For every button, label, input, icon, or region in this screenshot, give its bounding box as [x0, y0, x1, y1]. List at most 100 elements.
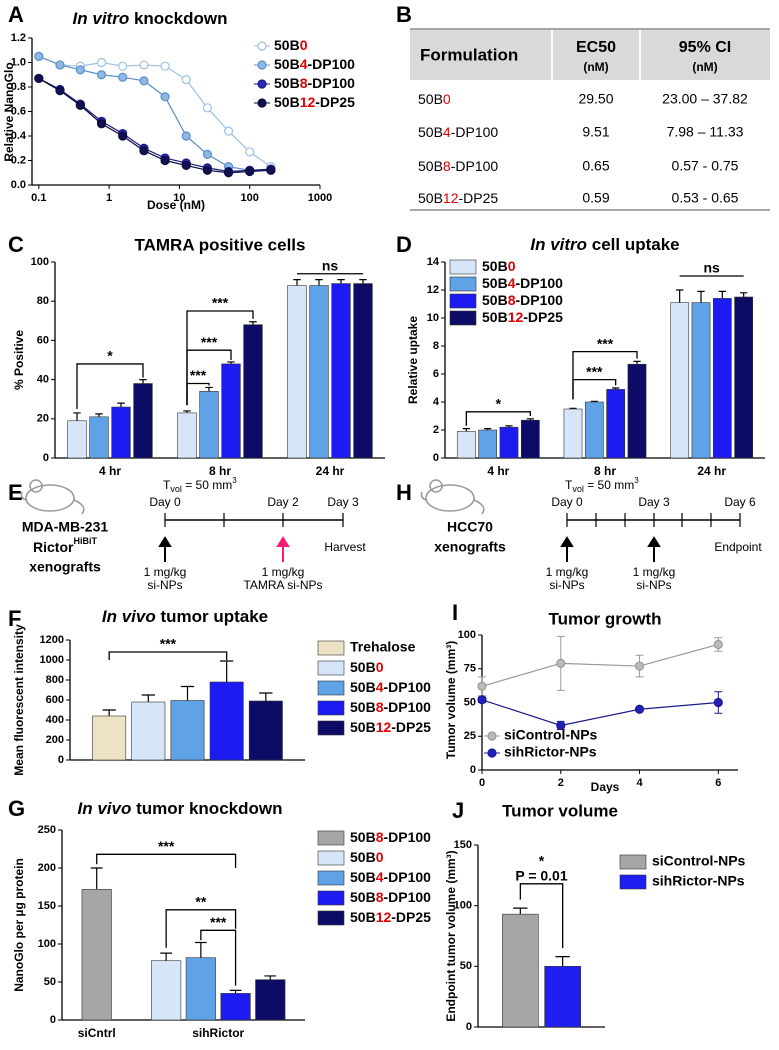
bar — [353, 283, 373, 459]
text-part: -DP25 — [391, 719, 431, 735]
error-bar — [337, 279, 345, 284]
chart: In vitro cell uptake Relative uptake 0 2 4 6 8… — [406, 235, 765, 478]
legend-label: 50B8-DP100 — [274, 75, 355, 91]
y-tick-label: 4 — [433, 396, 440, 408]
legend-label: 50B4-DP100 — [482, 275, 563, 291]
timeline-ticks — [164, 513, 344, 527]
panel-label: A — [8, 2, 24, 27]
bar — [670, 302, 690, 459]
error-bar — [249, 321, 257, 325]
day-label: Day 3 — [327, 495, 359, 509]
y-tick-label: 14 — [427, 256, 440, 268]
y-tick-label: 0.6 — [11, 105, 26, 117]
text-part: -DP25 — [315, 94, 355, 110]
legend-swatch — [317, 850, 345, 866]
y-tick-label: 0 — [50, 1014, 56, 1026]
x-tick-label: 6 — [715, 777, 721, 789]
timeline-h: HCC70 xenografts Tvol = 50 mm3 Day 0 Day… — [420, 476, 762, 592]
y-tick-label: 0.2 — [11, 154, 26, 166]
chart: TAMRA positive cells % Positive 0 20 40 60 80 1… — [12, 235, 385, 478]
table-cell: 50B0 — [418, 91, 451, 107]
charts: In vitro knockdown Relative NanoGlo 0.0 0.2… — [2, 9, 765, 1040]
point — [223, 168, 234, 178]
text-part: 50B — [482, 275, 508, 291]
significance-bracket — [200, 929, 237, 986]
y-tick-label: 150 — [454, 839, 472, 851]
text-part: -DP100 — [383, 679, 431, 695]
bar — [220, 993, 251, 1021]
y-tick-label: 2 — [433, 424, 439, 436]
tvol-sup: 3 — [232, 476, 237, 485]
y-tick-label: 10 — [427, 312, 439, 324]
timeline-ticks — [566, 513, 741, 527]
chart-title: In vivo tumor knockdown — [78, 799, 283, 818]
significance-bracket — [76, 363, 144, 409]
error-bar — [102, 709, 116, 716]
legend-swatch — [317, 830, 345, 846]
text-part: 50B — [274, 94, 300, 110]
tvol-symbol: T — [565, 478, 573, 492]
y-tick-label: 1.0 — [11, 56, 26, 68]
text-part: -DP100 — [515, 275, 563, 291]
y-tick-label: 6 — [433, 368, 439, 380]
text-part: 8 — [300, 75, 308, 91]
day-label: Day 6 — [724, 495, 756, 509]
text-part: 50B — [350, 659, 376, 675]
text-part: 50B — [482, 292, 508, 308]
y-tick-label: 600 — [46, 694, 64, 706]
series-line — [481, 699, 719, 727]
legend-label: 50B0 — [274, 37, 308, 53]
text-part: 0 — [376, 849, 384, 865]
error-bar — [227, 361, 235, 364]
error-bar — [462, 428, 470, 432]
text-part: In vivo — [102, 607, 156, 626]
text-part: 8 — [376, 889, 384, 905]
point — [75, 65, 85, 75]
series-line — [38, 77, 271, 173]
error-bar — [194, 941, 207, 958]
legend-swatch — [449, 259, 477, 275]
dose-arrow — [158, 536, 172, 562]
y-tick-label: 50 — [460, 960, 472, 972]
bar — [544, 966, 581, 1028]
significance-label: * — [107, 348, 113, 364]
dose-agent: TAMRA si-NPs — [243, 578, 322, 592]
y-axis-label: Relative uptake — [406, 316, 420, 404]
text-part: -DP100 — [451, 124, 499, 140]
error-bar — [315, 279, 323, 286]
point — [118, 131, 128, 141]
series-line — [38, 55, 272, 168]
error-bar — [220, 660, 234, 682]
y-tick-label: 100 — [31, 256, 49, 268]
text-part: -DP25 — [523, 309, 563, 325]
day-label: Day 2 — [267, 495, 299, 509]
table-cell: 0.65 — [582, 158, 609, 174]
x-tick-label: 8 hr — [594, 464, 616, 478]
text-part: 12 — [508, 309, 524, 325]
text-part: -DP100 — [451, 158, 499, 174]
table-cell: 50B4-DP100 — [418, 124, 498, 140]
point — [634, 704, 645, 714]
y-tick-label: 0.8 — [11, 81, 26, 93]
x-axis-label: Dose (nM) — [147, 198, 205, 212]
y-tick-label: 0 — [433, 452, 439, 464]
error-bar — [633, 360, 641, 365]
significance-bracket — [465, 411, 531, 426]
bar — [177, 412, 197, 459]
text-part: knockdown — [129, 9, 227, 28]
bar — [209, 681, 244, 761]
tvol-text: = 50 mm — [182, 478, 232, 492]
tvol-sup: 3 — [634, 476, 639, 485]
point — [223, 126, 234, 136]
table-cell: 0.53 - 0.65 — [672, 190, 739, 206]
legend-swatch — [317, 700, 345, 716]
significance-label: *** — [586, 363, 603, 379]
point — [202, 149, 212, 159]
table-header: 95% CI — [679, 39, 731, 56]
point — [477, 695, 487, 705]
point — [75, 100, 85, 110]
x-axis-label: Days — [591, 780, 620, 794]
text-part: -DP25 — [391, 909, 431, 925]
y-tick-label: 50 — [464, 696, 476, 708]
significance-label: *** — [160, 636, 177, 652]
